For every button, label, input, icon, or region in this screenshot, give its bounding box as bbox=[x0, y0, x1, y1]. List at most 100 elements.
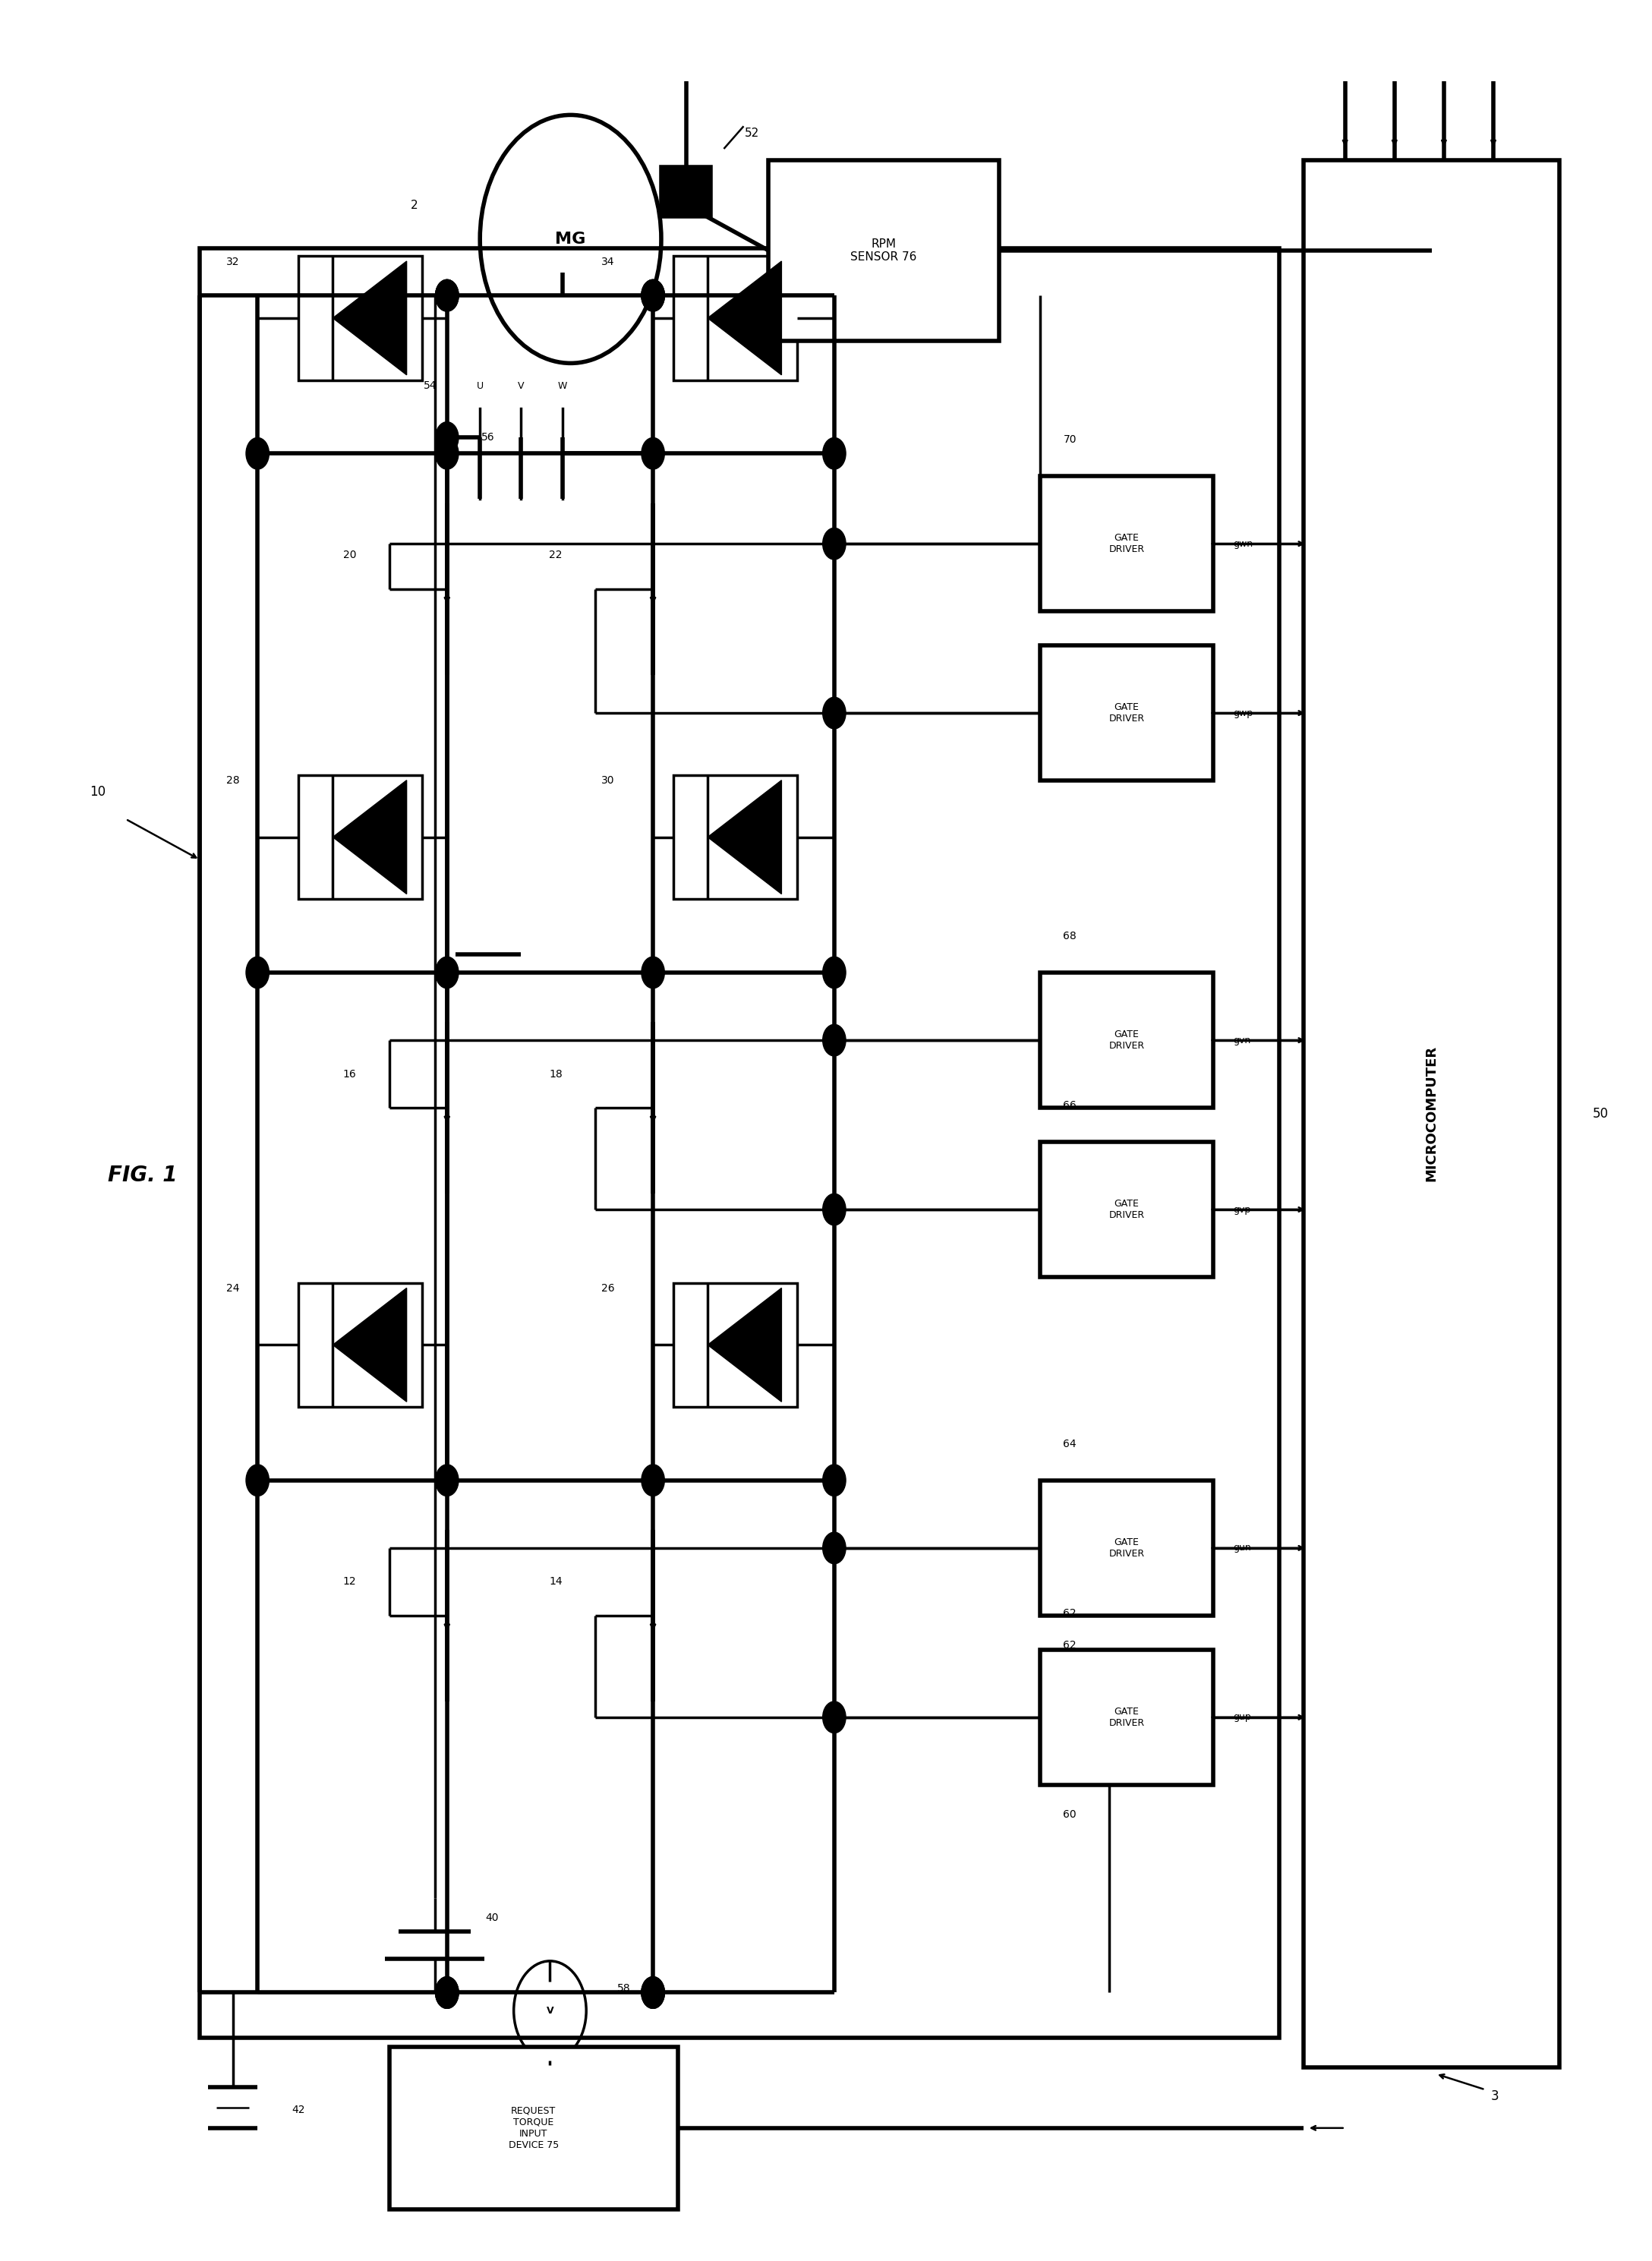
Circle shape bbox=[436, 1976, 459, 2008]
Text: FIG. 1: FIG. 1 bbox=[107, 1164, 177, 1187]
Text: 22: 22 bbox=[548, 549, 562, 561]
Circle shape bbox=[641, 280, 664, 312]
Bar bbox=[200, 249, 1279, 2037]
Circle shape bbox=[823, 1465, 846, 1497]
Text: 12: 12 bbox=[344, 1576, 357, 1587]
Bar bbox=[674, 776, 798, 900]
Text: 28: 28 bbox=[226, 776, 240, 787]
Circle shape bbox=[641, 1976, 664, 2008]
Text: 40: 40 bbox=[486, 1913, 499, 1924]
Text: 66: 66 bbox=[1064, 1101, 1077, 1110]
Text: 62: 62 bbox=[1064, 1608, 1077, 1619]
Text: 62: 62 bbox=[1064, 1639, 1077, 1651]
Text: 54: 54 bbox=[425, 380, 438, 391]
Text: W: W bbox=[558, 380, 567, 391]
Text: GATE
DRIVER: GATE DRIVER bbox=[1108, 1029, 1145, 1051]
Bar bbox=[1041, 644, 1213, 780]
Circle shape bbox=[641, 1976, 664, 2008]
Bar bbox=[768, 161, 999, 341]
Text: REQUEST
TORQUE
INPUT
DEVICE 75: REQUEST TORQUE INPUT DEVICE 75 bbox=[509, 2105, 558, 2150]
Text: 52: 52 bbox=[745, 127, 760, 138]
Circle shape bbox=[641, 1976, 664, 2008]
Text: GATE
DRIVER: GATE DRIVER bbox=[1108, 1707, 1145, 1727]
Text: RPM
SENSOR 76: RPM SENSOR 76 bbox=[851, 237, 917, 262]
Circle shape bbox=[823, 1533, 846, 1565]
Text: 16: 16 bbox=[344, 1069, 357, 1078]
Circle shape bbox=[641, 280, 664, 312]
Circle shape bbox=[823, 956, 846, 988]
Text: GATE
DRIVER: GATE DRIVER bbox=[1108, 1537, 1145, 1558]
Text: GATE
DRIVER: GATE DRIVER bbox=[1108, 1198, 1145, 1221]
Bar bbox=[1041, 1142, 1213, 1277]
Text: 42: 42 bbox=[292, 2105, 306, 2116]
Text: V: V bbox=[547, 2006, 553, 2015]
Text: GATE
DRIVER: GATE DRIVER bbox=[1108, 534, 1145, 554]
Text: 20: 20 bbox=[344, 549, 357, 561]
Text: gun: gun bbox=[1232, 1542, 1251, 1553]
Circle shape bbox=[641, 439, 664, 470]
Text: 10: 10 bbox=[89, 785, 106, 798]
Bar bbox=[1041, 477, 1213, 610]
Text: 14: 14 bbox=[548, 1576, 562, 1587]
Text: 34: 34 bbox=[601, 255, 615, 267]
Circle shape bbox=[436, 280, 459, 312]
Text: gvp: gvp bbox=[1232, 1205, 1251, 1214]
Text: gvn: gvn bbox=[1232, 1036, 1251, 1045]
Circle shape bbox=[823, 696, 846, 728]
Circle shape bbox=[823, 1194, 846, 1225]
Circle shape bbox=[436, 439, 459, 470]
Circle shape bbox=[436, 1465, 459, 1497]
Polygon shape bbox=[332, 262, 406, 375]
Bar bbox=[661, 167, 710, 217]
Text: 70: 70 bbox=[1064, 434, 1077, 445]
Text: V: V bbox=[519, 380, 524, 391]
Text: 24: 24 bbox=[226, 1284, 240, 1293]
Circle shape bbox=[823, 1024, 846, 1056]
Text: 56: 56 bbox=[481, 432, 496, 443]
Circle shape bbox=[823, 439, 846, 470]
Text: MG: MG bbox=[555, 231, 586, 246]
Bar bbox=[1041, 1651, 1213, 1784]
Polygon shape bbox=[332, 780, 406, 893]
Circle shape bbox=[436, 956, 459, 988]
Polygon shape bbox=[707, 780, 781, 893]
Polygon shape bbox=[707, 1289, 781, 1402]
Bar bbox=[1303, 161, 1559, 2067]
Text: 58: 58 bbox=[618, 1983, 631, 1994]
Circle shape bbox=[641, 280, 664, 312]
Circle shape bbox=[246, 1465, 269, 1497]
Circle shape bbox=[641, 1465, 664, 1497]
Text: GATE
DRIVER: GATE DRIVER bbox=[1108, 703, 1145, 724]
Bar bbox=[674, 255, 798, 380]
Polygon shape bbox=[332, 1289, 406, 1402]
Circle shape bbox=[823, 527, 846, 558]
Text: 18: 18 bbox=[548, 1069, 562, 1078]
Text: 3: 3 bbox=[1492, 2089, 1498, 2103]
Bar bbox=[1041, 1481, 1213, 1617]
Text: 26: 26 bbox=[601, 1284, 615, 1293]
Bar bbox=[299, 255, 423, 380]
Circle shape bbox=[641, 956, 664, 988]
Text: 64: 64 bbox=[1064, 1438, 1077, 1449]
Circle shape bbox=[246, 956, 269, 988]
Circle shape bbox=[246, 439, 269, 470]
Text: 30: 30 bbox=[601, 776, 615, 787]
Text: U: U bbox=[476, 380, 484, 391]
Text: gup: gup bbox=[1232, 1712, 1251, 1723]
Bar bbox=[299, 776, 423, 900]
Circle shape bbox=[436, 1976, 459, 2008]
Text: 32: 32 bbox=[226, 255, 240, 267]
Text: 50: 50 bbox=[1593, 1106, 1609, 1121]
Circle shape bbox=[436, 280, 459, 312]
Bar bbox=[390, 2046, 677, 2209]
Text: 2: 2 bbox=[410, 199, 418, 210]
Bar bbox=[1041, 972, 1213, 1108]
Text: gwp: gwp bbox=[1232, 708, 1252, 719]
Circle shape bbox=[436, 1976, 459, 2008]
Bar bbox=[674, 1282, 798, 1406]
Text: MICROCOMPUTER: MICROCOMPUTER bbox=[1424, 1045, 1439, 1183]
Text: 68: 68 bbox=[1064, 932, 1077, 943]
Circle shape bbox=[436, 280, 459, 312]
Polygon shape bbox=[707, 262, 781, 375]
Bar bbox=[299, 1282, 423, 1406]
